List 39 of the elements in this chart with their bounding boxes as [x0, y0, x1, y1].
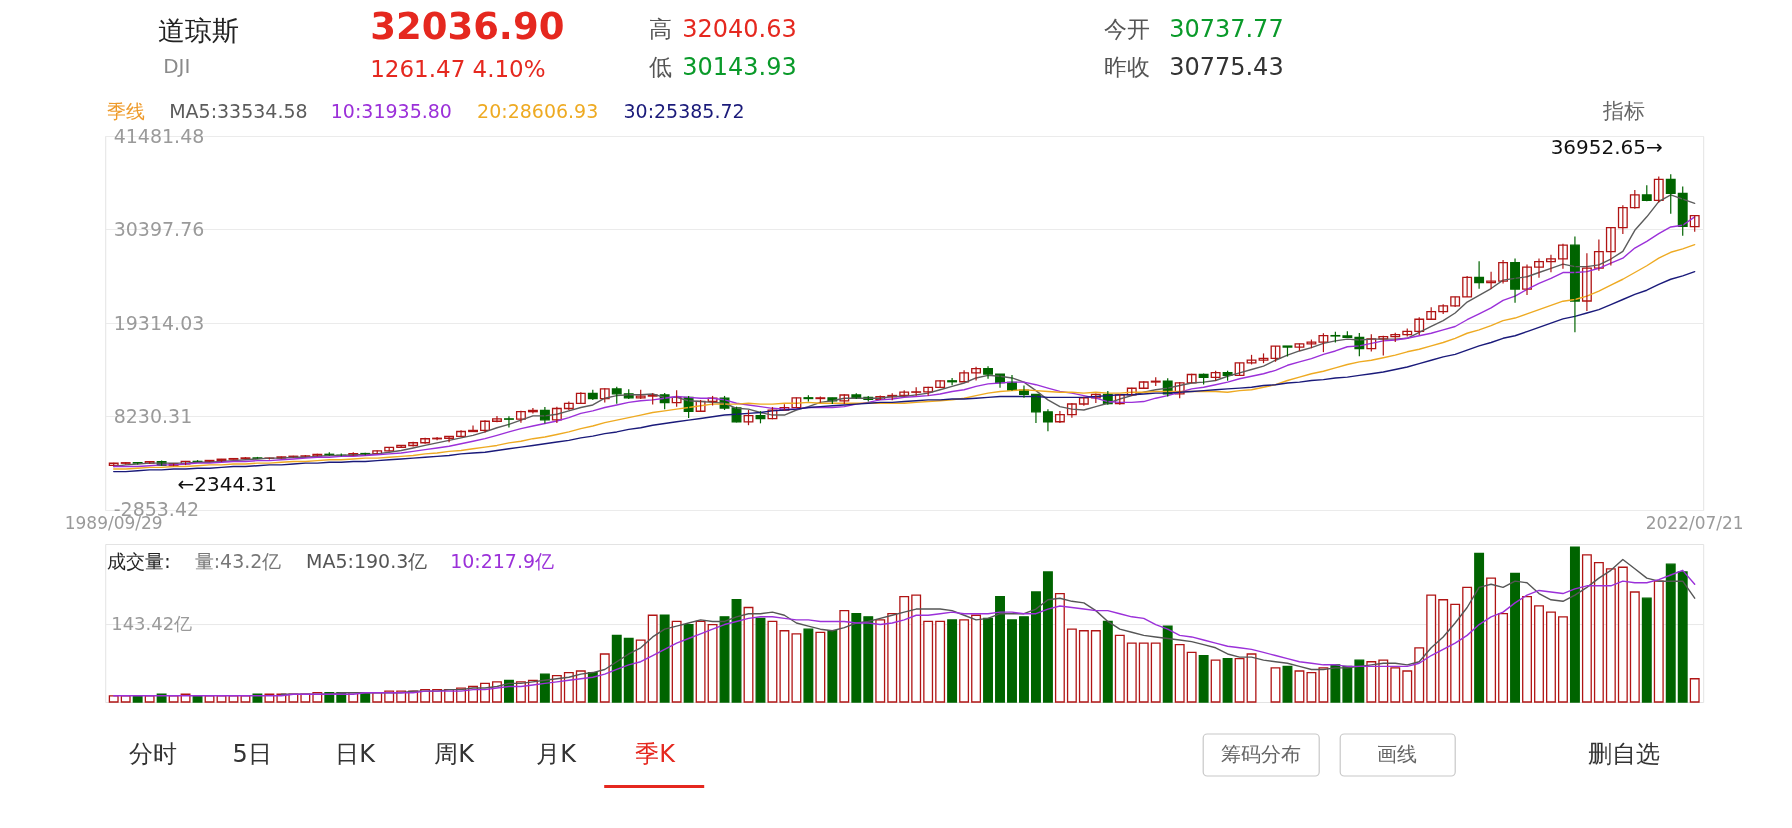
text: 1261.47 4.10%: [370, 56, 546, 82]
text: 分时: [129, 740, 178, 768]
text: DJI: [163, 54, 191, 78]
text: 30737.77: [1169, 15, 1284, 43]
text: MA5:190.3亿: [306, 550, 428, 572]
text: 日K: [335, 740, 377, 768]
text: 昨收: [1104, 54, 1151, 80]
text: 20:28606.93: [477, 100, 599, 122]
legend-title: 季线: [107, 100, 146, 122]
text: 低: [649, 54, 673, 80]
y-tick-label: 8230.31: [113, 405, 193, 427]
annotation: ←2344.31: [177, 472, 277, 497]
y-tick-label: 30397.76: [113, 218, 205, 240]
text: 周K: [434, 740, 476, 768]
x-tick-label: 2022/07/21: [1645, 513, 1744, 534]
text: 32040.63: [682, 15, 797, 43]
text: 月K: [536, 740, 578, 768]
text: 32036.90: [370, 5, 565, 48]
text: 今开: [1104, 16, 1151, 42]
text: 道琼斯: [158, 15, 240, 46]
text: 10:217.9亿: [450, 550, 555, 572]
text: 画线: [1377, 742, 1418, 766]
text: 季K: [635, 740, 677, 768]
annotation: 36952.65→: [1550, 135, 1663, 160]
text: MA5:33534.58: [169, 100, 308, 122]
y-tick-label: 41481.48: [113, 124, 205, 147]
text: 5日: [232, 740, 272, 768]
annotation: 量:43.2亿: [194, 550, 282, 572]
text: 30:25385.72: [623, 100, 745, 122]
text: 高: [649, 16, 673, 42]
ref-line-label: 143.42亿: [111, 612, 193, 634]
text: 指标: [1602, 99, 1646, 123]
text: 30143.93: [682, 53, 797, 81]
y-tick-label: 19314.03: [113, 311, 205, 334]
text: 10:31935.80: [330, 100, 452, 122]
text: 筹码分布: [1221, 742, 1302, 766]
text: 删自选: [1588, 740, 1661, 768]
legend-title: 成交量:: [107, 550, 171, 572]
text: 30775.43: [1169, 53, 1284, 81]
